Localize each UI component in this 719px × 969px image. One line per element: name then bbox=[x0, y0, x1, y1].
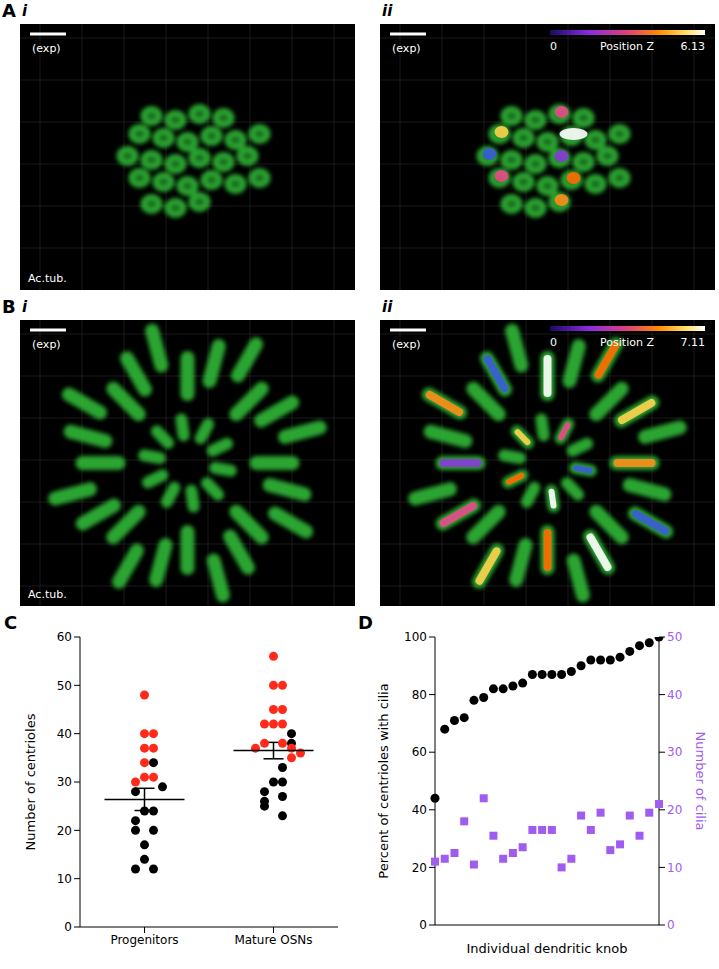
svg-text:20: 20 bbox=[667, 803, 682, 817]
svg-text:Number of cilia: Number of cilia bbox=[693, 732, 708, 831]
svg-text:0: 0 bbox=[64, 920, 72, 934]
svg-text:10: 10 bbox=[57, 872, 72, 886]
svg-text:(exp): (exp) bbox=[32, 42, 61, 55]
svg-text:Position Z: Position Z bbox=[600, 336, 654, 349]
svg-text:Number of centrioles: Number of centrioles bbox=[23, 713, 38, 850]
svg-text:100: 100 bbox=[404, 630, 427, 644]
svg-text:40: 40 bbox=[412, 803, 427, 817]
svg-text:(exp): (exp) bbox=[32, 338, 61, 351]
svg-text:Ac.tub.: Ac.tub. bbox=[28, 272, 67, 285]
html-text:D: D bbox=[358, 612, 373, 633]
svg-text:(exp): (exp) bbox=[392, 338, 421, 351]
svg-text:7.11: 7.11 bbox=[681, 336, 706, 349]
html-text:ii: ii bbox=[382, 298, 393, 316]
svg-text:30: 30 bbox=[57, 775, 72, 789]
svg-text:40: 40 bbox=[57, 727, 72, 741]
svg-text:Mature OSNs: Mature OSNs bbox=[234, 933, 312, 947]
svg-text:30: 30 bbox=[667, 745, 682, 759]
svg-text:Progenitors: Progenitors bbox=[110, 933, 178, 947]
svg-text:20: 20 bbox=[57, 824, 72, 838]
html-text:C: C bbox=[4, 612, 18, 633]
svg-text:0: 0 bbox=[550, 336, 557, 349]
svg-text:6.13: 6.13 bbox=[681, 40, 706, 53]
svg-text:80: 80 bbox=[412, 688, 427, 702]
svg-text:Percent of centrioles with cil: Percent of centrioles with cilia bbox=[376, 683, 391, 878]
svg-text:0: 0 bbox=[550, 40, 557, 53]
svg-text:0: 0 bbox=[419, 918, 427, 932]
svg-text:60: 60 bbox=[57, 630, 72, 644]
svg-text:20: 20 bbox=[412, 861, 427, 875]
svg-text:(exp): (exp) bbox=[392, 42, 421, 55]
svg-text:0: 0 bbox=[667, 918, 675, 932]
html-text:B i: B i bbox=[2, 296, 28, 317]
html-text:ii: ii bbox=[382, 2, 393, 20]
svg-text:50: 50 bbox=[667, 630, 682, 644]
svg-text:Individual dendritic knob: Individual dendritic knob bbox=[466, 941, 627, 956]
svg-text:60: 60 bbox=[412, 745, 427, 759]
html-text:A i: A i bbox=[2, 0, 28, 21]
svg-text:10: 10 bbox=[667, 861, 682, 875]
svg-text:Position Z: Position Z bbox=[600, 40, 654, 53]
svg-text:50: 50 bbox=[57, 679, 72, 693]
svg-text:40: 40 bbox=[667, 688, 682, 702]
svg-text:Ac.tub.: Ac.tub. bbox=[28, 588, 67, 601]
